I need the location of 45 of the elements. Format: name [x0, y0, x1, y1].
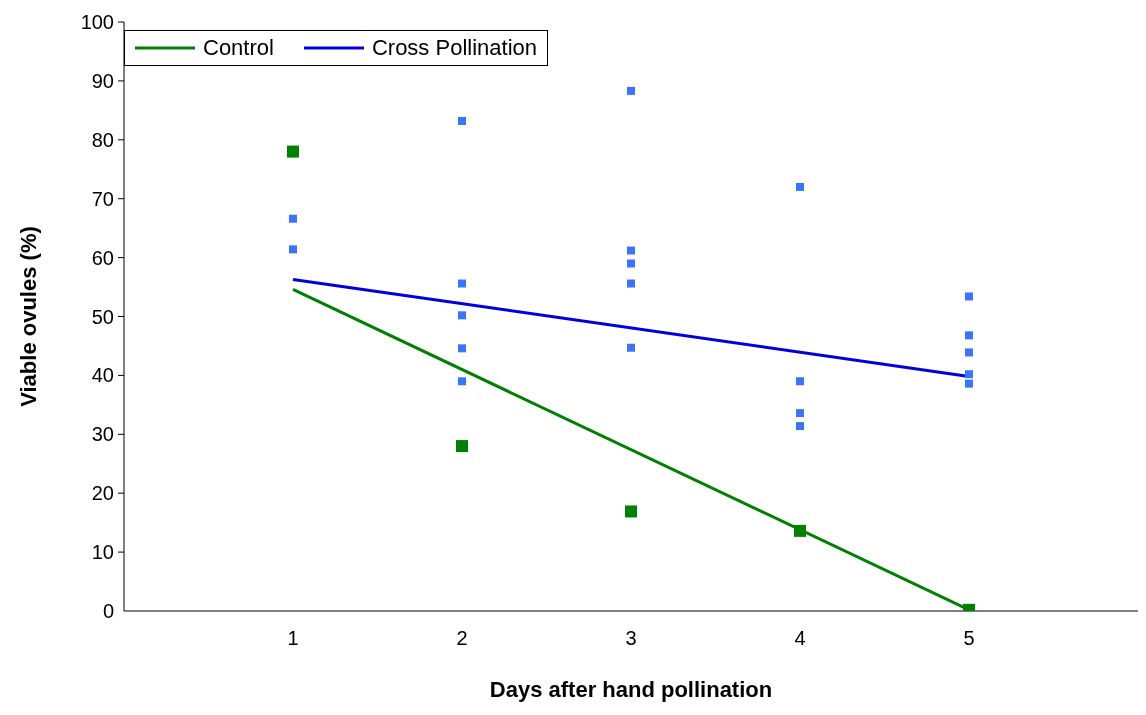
x-axis-title: Days after hand pollination — [489, 676, 773, 702]
y-tick-label: 30 — [91, 423, 114, 446]
point — [458, 311, 466, 320]
x-tick-label: 3 — [625, 627, 637, 650]
x-tick-label: 5 — [963, 627, 975, 650]
point — [794, 524, 806, 537]
point — [796, 422, 804, 431]
point — [458, 279, 466, 288]
point — [287, 145, 299, 158]
y-tick-label: 10 — [91, 541, 114, 564]
y-axis-title: Viable ovules (%) — [15, 226, 41, 407]
y-tick-label: 70 — [91, 187, 114, 210]
point — [289, 245, 297, 254]
y-tick-label: 90 — [91, 69, 114, 92]
point — [458, 116, 466, 125]
point — [965, 379, 973, 388]
y-tick-label: 0 — [102, 600, 114, 622]
point — [458, 344, 466, 353]
point — [965, 331, 973, 340]
point — [289, 214, 297, 223]
point — [627, 279, 635, 288]
point — [965, 370, 973, 379]
y-tick-label: 50 — [91, 305, 114, 328]
y-tick-label: 40 — [91, 364, 114, 387]
legend-label: Control — [203, 35, 274, 61]
legend-label: Cross Pollination — [371, 35, 537, 61]
y-tick-label: 20 — [91, 482, 114, 505]
y-tick-label: 100 — [80, 11, 114, 33]
point — [627, 343, 635, 352]
point — [796, 377, 804, 386]
point — [627, 86, 635, 95]
x-tick-label: 4 — [794, 627, 806, 650]
point — [625, 505, 637, 518]
point — [796, 409, 804, 418]
x-tick-label: 1 — [287, 627, 299, 650]
point — [627, 259, 635, 268]
y-tick-label: 60 — [91, 246, 114, 269]
x-tick-label: 2 — [456, 627, 468, 650]
point — [965, 348, 973, 357]
point — [456, 440, 468, 453]
y-tick-label: 80 — [91, 128, 114, 151]
point — [627, 246, 635, 255]
point — [796, 182, 804, 191]
point — [965, 292, 973, 301]
point — [458, 377, 466, 386]
